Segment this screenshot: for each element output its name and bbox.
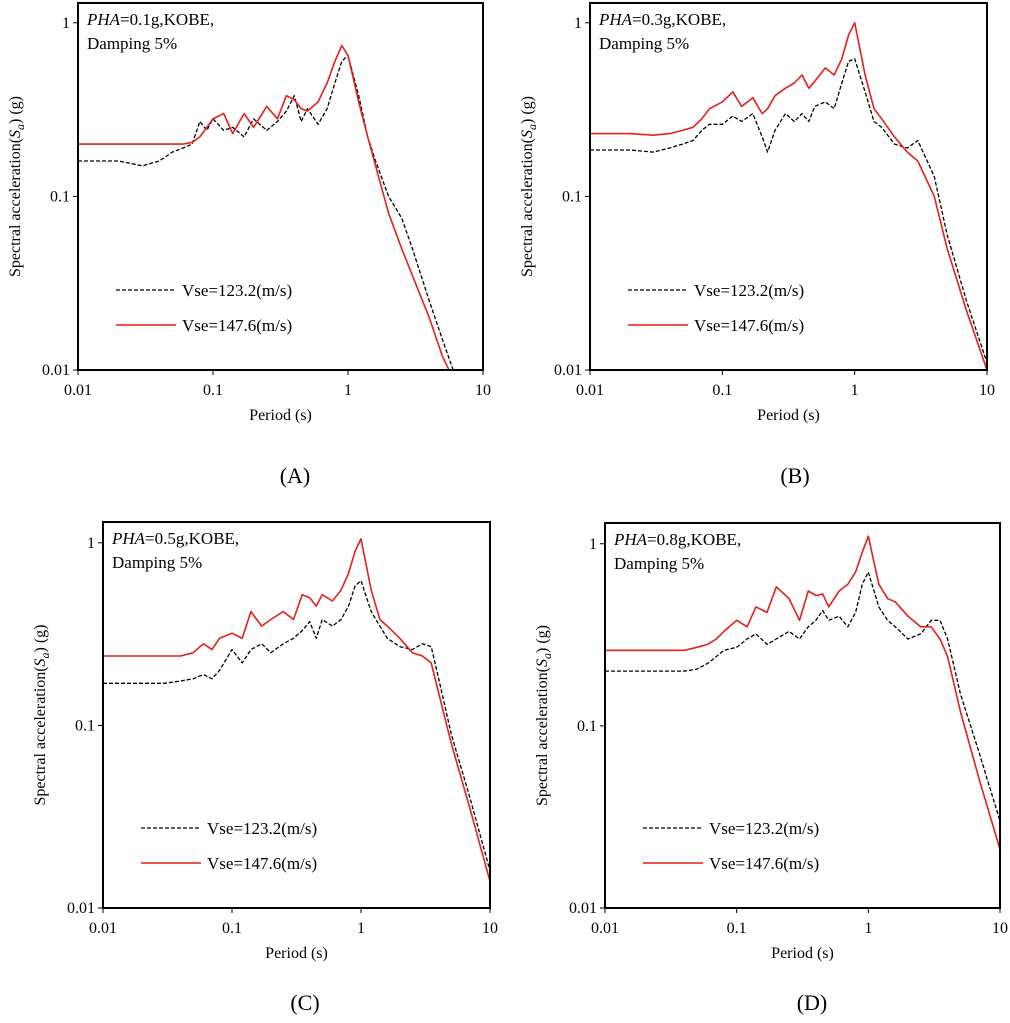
damping-annotation: Damping 5% bbox=[614, 554, 704, 573]
chart-panel-3: 0.01 0.1 1 10 0.01 0.1 1 Period (s) Spectral acc… bbox=[32, 521, 498, 1015]
chart-panel-1: 0.01 0.1 1 10 0.01 0.1 1 Period (s) Spectral acc… bbox=[7, 2, 491, 488]
y-axis-title-main: Spectral acceleration( bbox=[32, 666, 49, 805]
pha-annotation: PHA=0.8g,KOBE, bbox=[613, 530, 741, 549]
plot-frame bbox=[102, 521, 491, 909]
y-axis-title-symbol: S bbox=[32, 658, 49, 666]
x-axis-title: Period (s) bbox=[265, 945, 328, 962]
y-axis-title-symbol: S bbox=[7, 130, 24, 138]
pha-annotation: PHA=0.5g,KOBE, bbox=[111, 529, 239, 548]
y-tick-label: 0.1 bbox=[562, 188, 582, 205]
y-axis-title: Spectral acceleration(Sa) (g) bbox=[32, 624, 52, 805]
pha-value: =0.8g,KOBE, bbox=[647, 530, 741, 549]
legend-label-vse-147: Vse=147.6(m/s) bbox=[709, 854, 819, 873]
legend-label-vse-123: Vse=123.2(m/s) bbox=[207, 819, 317, 838]
damping-annotation: Damping 5% bbox=[87, 34, 177, 53]
pha-label: PHA bbox=[111, 529, 146, 548]
y-tick-label: 0.01 bbox=[67, 900, 95, 917]
panel-caption: (D) bbox=[797, 990, 828, 1015]
legend-label-vse-147: Vse=147.6(m/s) bbox=[207, 854, 317, 873]
pha-annotation: PHA=0.3g,KOBE, bbox=[598, 10, 726, 29]
y-tick-label: 0.1 bbox=[75, 717, 95, 734]
x-tick-label: 0.01 bbox=[591, 920, 619, 937]
y-axis-title-subscript: a bbox=[540, 653, 554, 659]
y-axis-title-end: ) (g) bbox=[519, 96, 536, 124]
series-line-vse-147 bbox=[590, 21, 987, 370]
x-axis-title: Period (s) bbox=[757, 407, 820, 424]
chart-panel-4: 0.01 0.1 1 10 0.01 0.1 1 Period (s) Spectral acc… bbox=[534, 522, 1008, 1015]
x-tick-label: 0.1 bbox=[203, 382, 223, 399]
y-axis-title-symbol: S bbox=[534, 659, 551, 667]
y-tick-label: 0.01 bbox=[569, 900, 597, 917]
series-line-vse-123 bbox=[103, 580, 490, 871]
x-tick-label: 10 bbox=[482, 920, 498, 937]
series-line-vse-123 bbox=[590, 58, 987, 364]
x-axis-title: Period (s) bbox=[771, 945, 834, 962]
legend-label-vse-147: Vse=147.6(m/s) bbox=[182, 316, 292, 335]
legend-label-vse-123: Vse=123.2(m/s) bbox=[709, 819, 819, 838]
y-axis-title-main: Spectral acceleration( bbox=[519, 138, 536, 277]
y-axis-title-subscript: a bbox=[525, 124, 539, 130]
panel-caption: (C) bbox=[290, 990, 319, 1015]
pha-label: PHA bbox=[598, 10, 633, 29]
y-axis-title-symbol: S bbox=[519, 130, 536, 138]
y-tick-label: 0.1 bbox=[577, 718, 597, 735]
x-tick-label: 0.01 bbox=[576, 382, 604, 399]
x-tick-label: 0.1 bbox=[727, 920, 747, 937]
series-line-vse-147 bbox=[78, 44, 450, 370]
y-tick-label: 1 bbox=[87, 535, 95, 552]
x-tick-label: 10 bbox=[979, 382, 995, 399]
y-tick-label: 0.1 bbox=[50, 188, 70, 205]
y-axis-title: Spectral acceleration(Sa) (g) bbox=[519, 96, 539, 277]
y-tick-label: 1 bbox=[574, 15, 582, 32]
y-axis-title-main: Spectral acceleration( bbox=[7, 138, 24, 277]
x-tick-label: 10 bbox=[475, 382, 491, 399]
y-axis-title-main: Spectral acceleration( bbox=[534, 667, 551, 806]
x-tick-label: 1 bbox=[864, 920, 872, 937]
y-tick-label: 0.01 bbox=[554, 362, 582, 379]
plot-frame bbox=[604, 522, 1001, 909]
pha-annotation: PHA=0.1g,KOBE, bbox=[86, 10, 214, 29]
pha-label: PHA bbox=[86, 10, 121, 29]
x-axis-title: Period (s) bbox=[249, 407, 312, 424]
y-axis-title-subscript: a bbox=[13, 124, 27, 130]
panel-caption: (B) bbox=[780, 463, 809, 488]
damping-annotation: Damping 5% bbox=[112, 553, 202, 572]
x-tick-label: 1 bbox=[851, 382, 859, 399]
plot-frame bbox=[77, 2, 484, 371]
legend-label-vse-147: Vse=147.6(m/s) bbox=[694, 316, 804, 335]
legend-label-vse-123: Vse=123.2(m/s) bbox=[182, 281, 292, 300]
series-line-vse-123 bbox=[605, 571, 1000, 822]
y-axis-title-end: ) (g) bbox=[32, 624, 49, 652]
x-tick-label: 0.01 bbox=[89, 920, 117, 937]
x-tick-label: 10 bbox=[992, 920, 1008, 937]
y-axis-title-end: ) (g) bbox=[7, 96, 24, 124]
y-axis-title-subscript: a bbox=[38, 652, 52, 658]
pha-value: =0.5g,KOBE, bbox=[145, 529, 239, 548]
plot-frame bbox=[589, 2, 988, 371]
series-line-vse-147 bbox=[605, 535, 1000, 850]
pha-label: PHA bbox=[613, 530, 648, 549]
damping-annotation: Damping 5% bbox=[599, 34, 689, 53]
y-tick-label: 1 bbox=[589, 536, 597, 553]
legend-label-vse-123: Vse=123.2(m/s) bbox=[694, 281, 804, 300]
y-axis-title: Spectral acceleration(Sa) (g) bbox=[7, 96, 27, 277]
x-tick-label: 1 bbox=[344, 382, 352, 399]
y-tick-label: 1 bbox=[62, 15, 70, 32]
pha-value: =0.1g,KOBE, bbox=[120, 10, 214, 29]
series-line-vse-147 bbox=[103, 538, 490, 882]
x-tick-label: 0.1 bbox=[712, 382, 732, 399]
chart-panel-2: 0.01 0.1 1 10 0.01 0.1 1 Period (s) Spectral acc… bbox=[519, 2, 995, 488]
y-axis-title: Spectral acceleration(Sa) (g) bbox=[534, 625, 554, 806]
panel-caption: (A) bbox=[280, 463, 311, 488]
y-tick-label: 0.01 bbox=[42, 362, 70, 379]
y-axis-title-end: ) (g) bbox=[534, 625, 551, 653]
x-tick-label: 1 bbox=[357, 920, 365, 937]
x-tick-label: 0.01 bbox=[64, 382, 92, 399]
x-tick-label: 0.1 bbox=[222, 920, 242, 937]
pha-value: =0.3g,KOBE, bbox=[632, 10, 726, 29]
series-line-vse-123 bbox=[78, 54, 454, 370]
